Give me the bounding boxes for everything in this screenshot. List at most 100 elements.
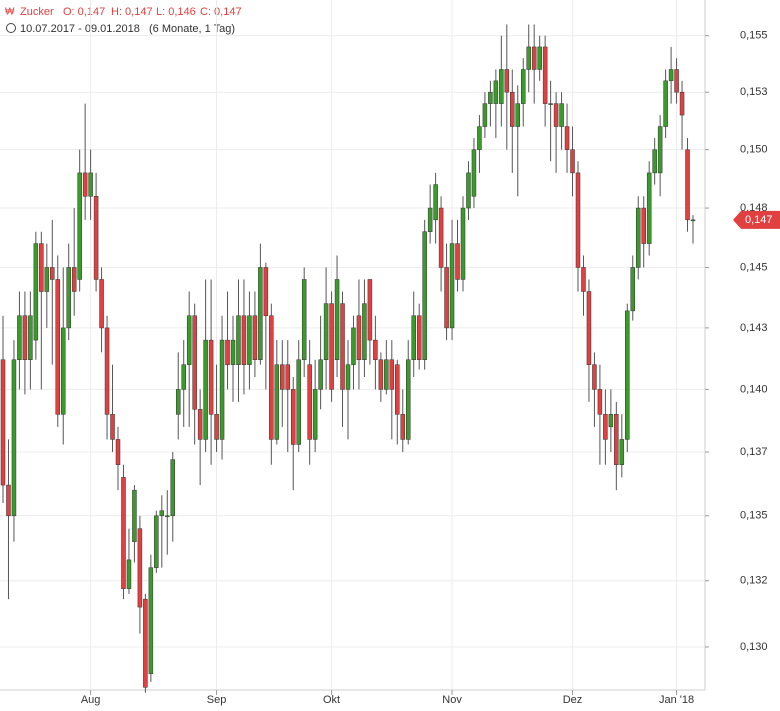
candle-body [362, 303, 367, 361]
candle-body [619, 439, 625, 465]
candle-body [159, 510, 165, 517]
candle-body [132, 489, 137, 542]
candle-body [515, 103, 521, 127]
candle-body [17, 315, 22, 361]
candle-body [603, 414, 608, 440]
clock-icon [6, 23, 16, 33]
candle-body [586, 291, 592, 365]
logo-icon: ₩ [5, 7, 15, 18]
candle-body [499, 69, 504, 104]
candle-body [384, 359, 389, 390]
y-tick-label: 0,137 [740, 446, 768, 458]
y-tick-label: 0,135 [740, 510, 768, 522]
candle-body [60, 327, 66, 415]
candle-body [477, 126, 482, 150]
candle-body [44, 267, 50, 292]
candle-body [438, 207, 444, 268]
candle-body [537, 46, 542, 70]
candle-body [542, 46, 548, 104]
candle-body [466, 172, 471, 209]
candle-body [301, 279, 307, 361]
candle-body [553, 103, 559, 127]
candle-body [192, 315, 197, 410]
candle-body [668, 69, 674, 82]
candle-body [334, 279, 340, 361]
candle-body [504, 69, 510, 93]
candle-body [422, 231, 427, 361]
candle-body [104, 327, 110, 415]
candle-body [269, 315, 274, 440]
candle-body [427, 207, 433, 232]
y-tick-label: 0,132 [740, 575, 768, 587]
candle-body [323, 303, 329, 361]
candle-body [312, 389, 318, 440]
candle-body [340, 303, 345, 390]
ohlc-field: C: 0,147 [200, 6, 242, 18]
candle-body [0, 359, 6, 486]
candle-body [252, 315, 258, 361]
y-tick-label: 0,130 [740, 641, 768, 653]
candle-body [351, 327, 356, 365]
candle-body [433, 184, 438, 221]
x-tick-label: Okt [323, 694, 340, 706]
candle-body [258, 267, 263, 361]
candle-body [137, 528, 143, 608]
candle-body [608, 414, 614, 428]
candle-body [614, 414, 619, 465]
candle-body [318, 359, 323, 390]
candle-body [236, 315, 241, 365]
candle-body [581, 267, 586, 292]
candle-body [597, 389, 603, 415]
candle-body [674, 69, 679, 93]
candle-body [77, 172, 82, 280]
candle-body [39, 243, 44, 292]
candle-body [247, 315, 252, 365]
candle-body [121, 477, 126, 589]
candle-body [208, 339, 214, 415]
candle-body [685, 149, 690, 221]
candle-body [219, 339, 225, 440]
candle-body [526, 46, 531, 70]
candle-body [531, 46, 537, 70]
candle-body [679, 91, 685, 116]
ohlc-field: O: 0,147 [63, 6, 105, 18]
candle-body [154, 515, 159, 568]
last-price-label: 0,147 [745, 214, 773, 226]
candle-body [99, 279, 104, 329]
candle-body [564, 126, 570, 150]
candle-body [55, 279, 61, 415]
candle-body [510, 91, 515, 127]
candle-body [203, 339, 208, 440]
candle-body [378, 359, 384, 390]
candle-body [641, 207, 646, 244]
candle-body [488, 91, 493, 104]
candle-body [367, 279, 373, 341]
y-tick-label: 0,150 [740, 144, 768, 156]
candle-body [296, 359, 301, 445]
candle-body [652, 149, 657, 174]
candle-body [329, 303, 334, 390]
candle-body [186, 315, 192, 365]
candle-body [6, 484, 11, 517]
x-tick-label: Nov [442, 694, 462, 706]
candle-body [356, 315, 362, 361]
candle-body [548, 103, 553, 105]
y-tick-label: 0,153 [740, 86, 768, 98]
candle-body [274, 364, 280, 440]
candle-body [33, 243, 39, 341]
candle-body [50, 267, 55, 280]
candle-body [690, 219, 696, 222]
candle-body [66, 267, 71, 329]
x-tick-label: Aug [81, 694, 101, 706]
candle-body [449, 243, 455, 329]
candle-body [93, 196, 99, 280]
candle-body [126, 559, 132, 589]
x-tick-label: Dez [563, 694, 583, 706]
candle-body [280, 364, 285, 390]
ohlc-field: L: 0,146 [156, 6, 196, 18]
candle-body [493, 80, 499, 104]
candle-body [570, 149, 575, 174]
candle-body [395, 364, 400, 415]
